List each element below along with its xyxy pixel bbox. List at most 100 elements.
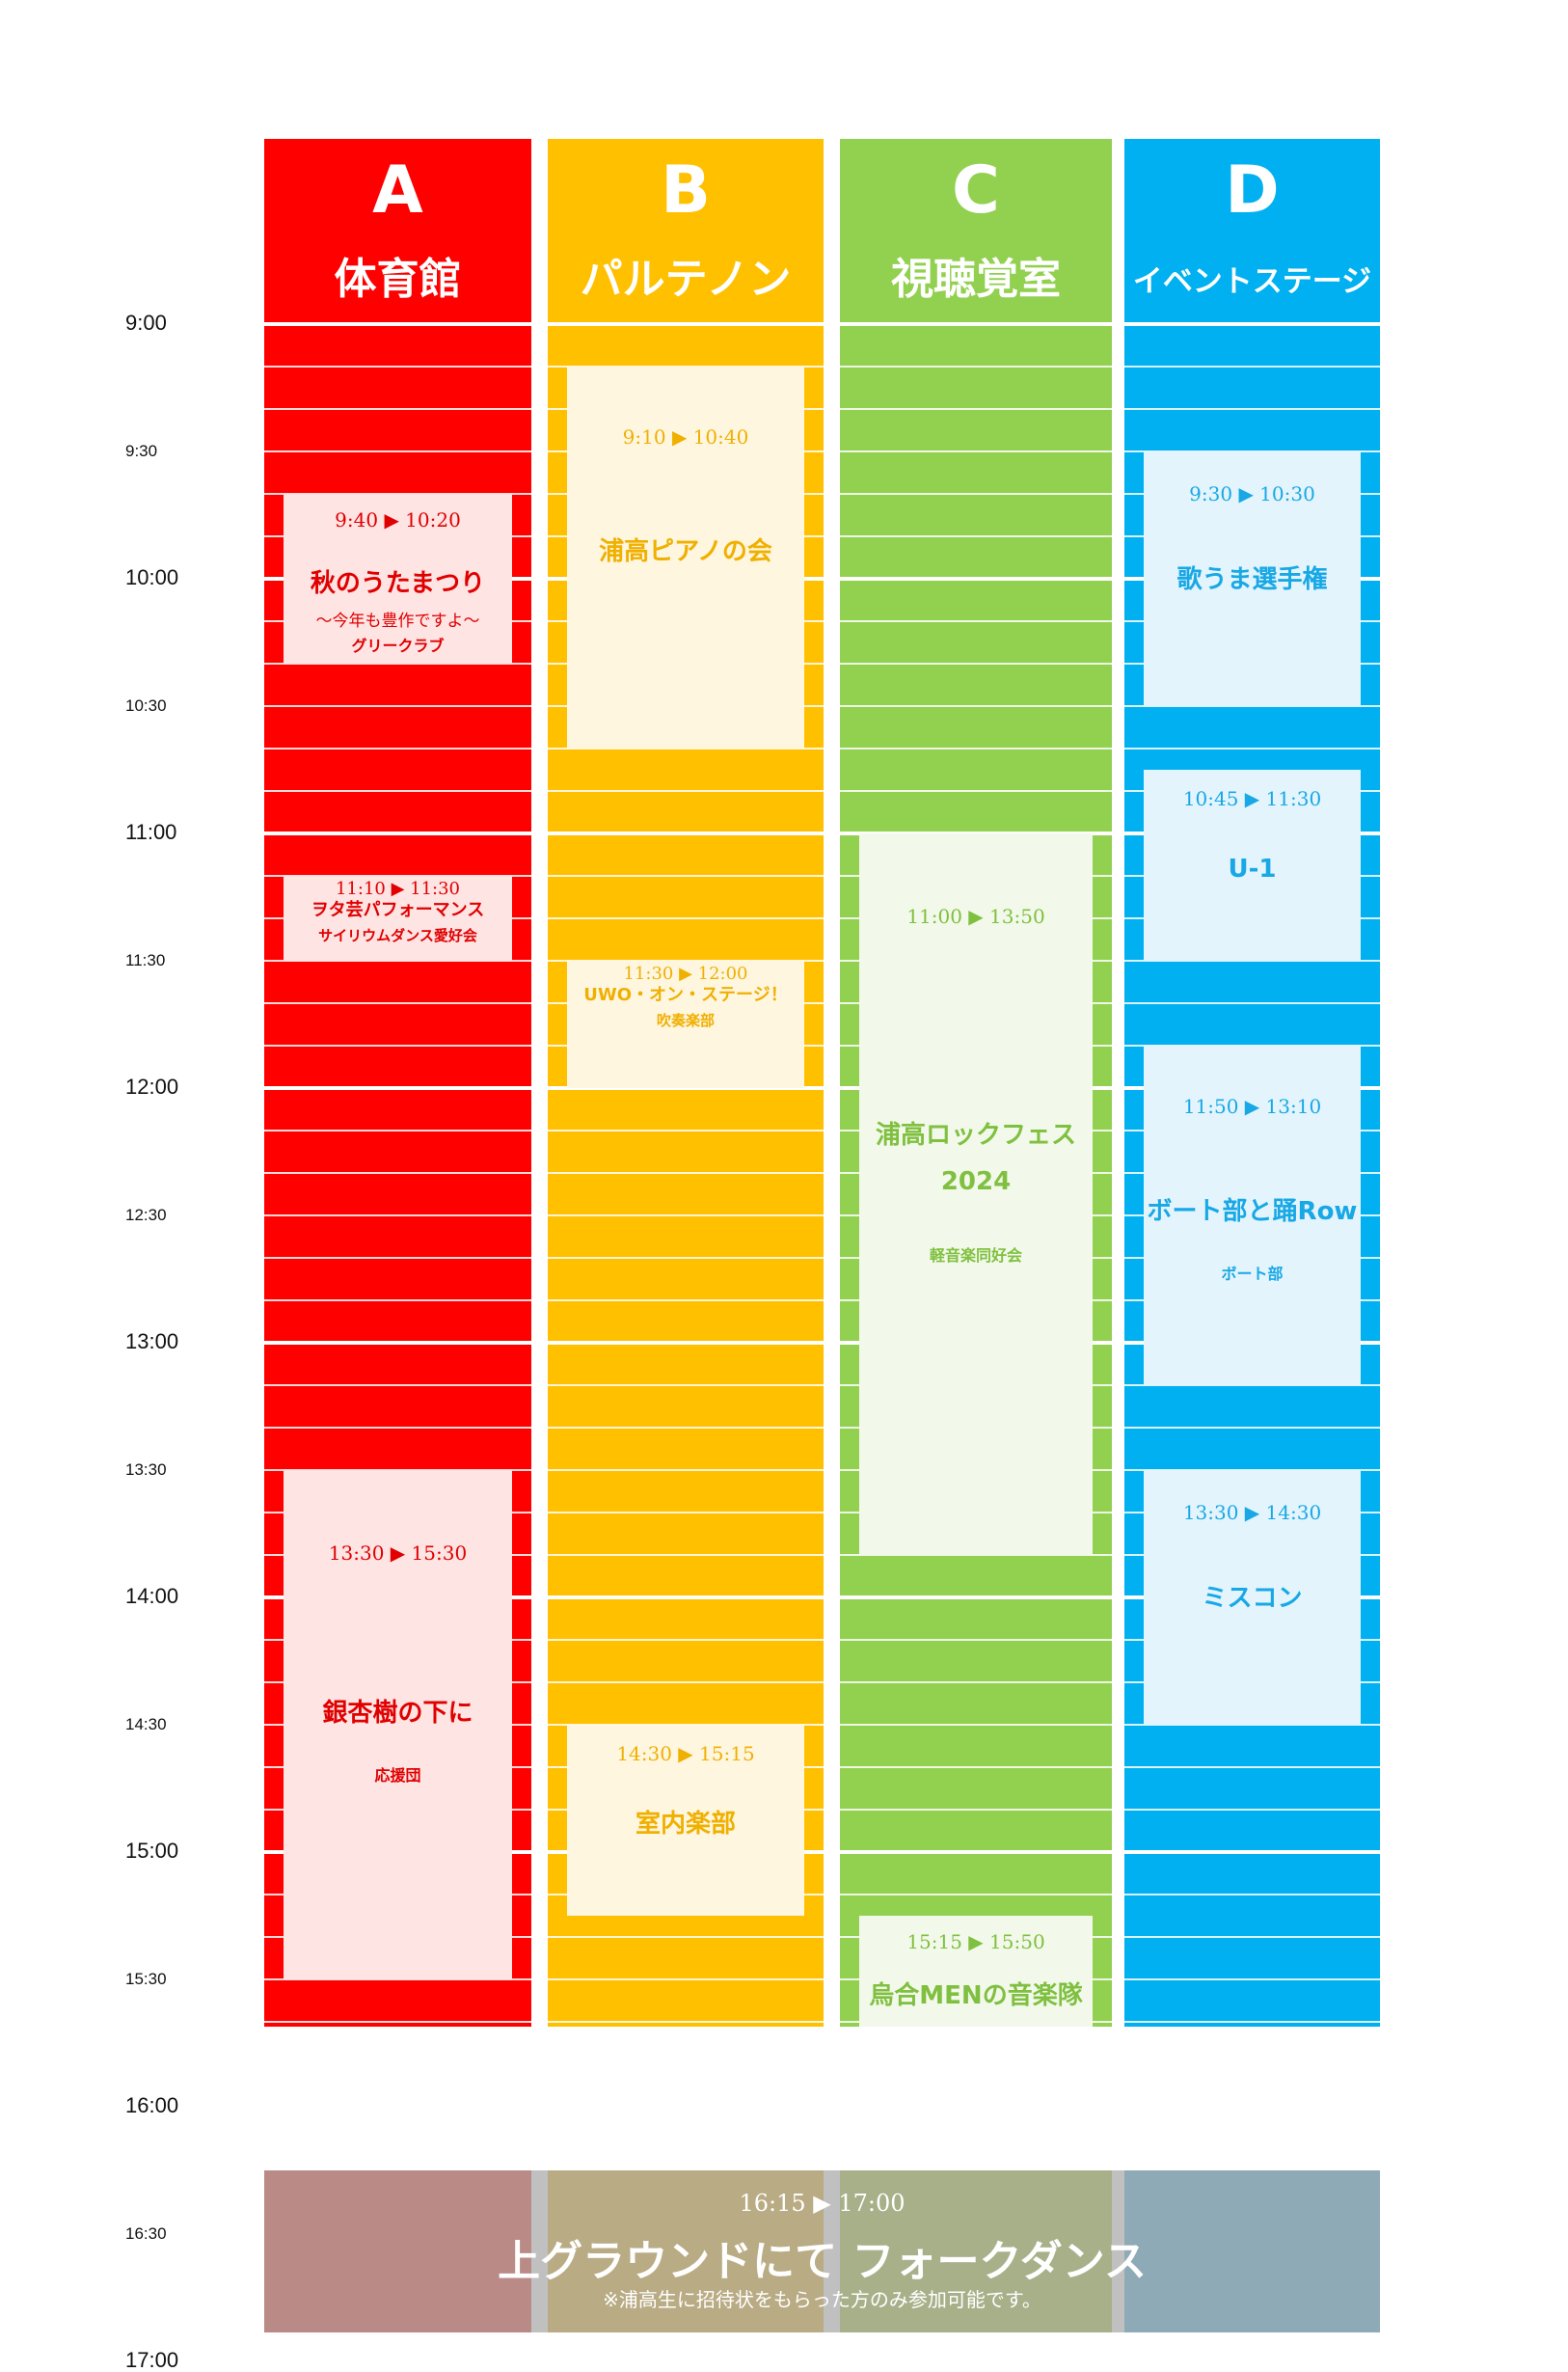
venue-header: A 体育館	[264, 139, 531, 323]
event-title: 歌うま選手権	[1176, 564, 1328, 594]
grid-line	[548, 1341, 824, 1345]
grid-line	[1124, 960, 1380, 962]
grid-line	[1124, 1724, 1380, 1726]
grid-line	[548, 790, 824, 792]
grid-line	[264, 1045, 531, 1047]
grid-line	[840, 1766, 1112, 1768]
event-time: 10:45 ▶ 11:30	[1182, 786, 1322, 810]
time-label: 12:30	[125, 1206, 167, 1224]
event-time: 15:15 ▶ 15:50	[906, 1930, 1045, 1953]
event-title: 烏合MENの音楽隊	[869, 1981, 1083, 2011]
grid-line	[264, 1427, 531, 1429]
grid-line	[548, 1427, 824, 1429]
venue-column-d: D イベントステージ 9:30 ▶ 10:30 歌うま選手権 10:45 ▶ 11:30…	[1124, 139, 1380, 2027]
event-block[interactable]: 9:40 ▶ 10:20 秋のうたまつり ～今年も豊作ですよ～ グリークラブ	[284, 494, 512, 664]
time-label: 16:30	[125, 2224, 167, 2243]
event-block[interactable]: 14:30 ▶ 15:15 室内楽部	[567, 1725, 804, 1916]
grid-line	[264, 1002, 531, 1004]
grid-line	[1124, 1809, 1380, 1811]
event-title: 秋のうたまつり	[310, 569, 486, 599]
event-organizer: サイリウムダンス愛好会	[318, 927, 477, 944]
venue-column-c: C 視聴覚室 11:00 ▶ 13:50 浦高ロックフェス 2024 軽音楽同好会 15:1…	[840, 139, 1112, 2027]
grid-line	[840, 408, 1112, 410]
event-block[interactable]: 11:00 ▶ 13:50 浦高ロックフェス 2024 軽音楽同好会	[859, 833, 1093, 1555]
event-title: ボート部と踊Row	[1147, 1197, 1358, 1227]
finale-note: ※浦高生に招待状をもらった方のみ参加可能です。	[603, 2288, 1041, 2311]
grid-line	[1124, 408, 1380, 410]
grid-line	[1124, 322, 1380, 326]
time-label: 13:30	[125, 1460, 167, 1479]
venue-header: B パルテノン	[548, 139, 824, 323]
grid-line	[840, 1809, 1112, 1811]
event-title: 室内楽部	[635, 1810, 736, 1840]
finale-time: 16:15 ▶ 17:00	[739, 2190, 906, 2217]
grid-line	[548, 748, 824, 750]
event-time: 11:00 ▶ 13:50	[906, 905, 1045, 928]
grid-line	[264, 408, 531, 410]
venue-name: パルテノン	[580, 255, 792, 304]
grid-line	[840, 322, 1112, 326]
grid-line	[1124, 748, 1380, 750]
event-block[interactable]: 10:45 ▶ 11:30 U-1	[1144, 770, 1361, 961]
event-title: 浦高ロックフェス	[875, 1121, 1076, 1151]
grid-line	[548, 1469, 824, 1471]
grid-line	[840, 366, 1112, 368]
grid-line	[840, 1894, 1112, 1895]
grid-line	[264, 832, 531, 835]
event-title: ミスコン	[1202, 1583, 1303, 1613]
grid-line	[548, 1299, 824, 1301]
grid-line	[264, 366, 531, 368]
grid-line	[840, 620, 1112, 622]
finale-banner: 16:15 ▶ 17:00 上グラウンドにて フォークダンス ※浦高生に招待状を…	[264, 2170, 1380, 2332]
venue-letter: A	[372, 152, 423, 229]
grid-line	[264, 1214, 531, 1216]
grid-line	[1124, 1766, 1380, 1768]
grid-line	[548, 2021, 824, 2023]
time-label: 15:30	[125, 1970, 167, 1988]
venue-header: D イベントステージ	[1124, 139, 1380, 323]
grid-line	[548, 1936, 824, 1938]
grid-line	[264, 748, 531, 750]
event-title-line2: 2024	[940, 1167, 1012, 1197]
time-label: 9:00	[125, 311, 167, 335]
event-timetable: 9:00 9:30 10:00 10:30 11:00 11:30 12:00 12:30 13…	[125, 139, 1380, 2371]
venue-column-b: B パルテノン 9:10 ▶ 10:40 浦高ピアノの会 11:30 ▶ 12:00 UW…	[548, 139, 824, 2027]
time-label: 12:00	[125, 1075, 179, 1099]
grid-line	[1124, 1894, 1380, 1895]
time-label: 17:00	[125, 2348, 179, 2372]
grid-line	[548, 875, 824, 877]
time-label: 16:00	[125, 2093, 179, 2117]
grid-line	[264, 1384, 531, 1386]
grid-line	[840, 663, 1112, 665]
event-time: 11:30 ▶ 12:00	[623, 964, 748, 984]
venue-name: イベントステージ	[1132, 264, 1372, 299]
venue-letter: C	[952, 152, 1000, 229]
grid-line	[548, 1639, 824, 1641]
venue-column-a: A 体育館 9:40 ▶ 10:20 秋のうたまつり ～今年も豊作ですよ～ グリークラブ 1…	[264, 139, 531, 2027]
finale-title: 上グラウンドにて フォークダンス	[498, 2237, 1147, 2286]
grid-line	[840, 1850, 1112, 1854]
event-block[interactable]: 9:10 ▶ 10:40 浦高ピアノの会	[567, 367, 804, 749]
grid-line	[548, 1384, 824, 1386]
event-block[interactable]: 11:30 ▶ 12:00 UWO・オン・ステージ！ 吹奏楽部	[567, 961, 804, 1088]
grid-line	[264, 1341, 531, 1345]
grid-line	[840, 493, 1112, 495]
event-block[interactable]: 9:30 ▶ 10:30 歌うま選手権	[1144, 451, 1361, 706]
grid-line	[840, 577, 1112, 581]
venue-letter: D	[1225, 152, 1280, 229]
event-time: 14:30 ▶ 15:15	[616, 1741, 755, 1765]
grid-line	[548, 1086, 824, 1090]
grid-line	[548, 832, 824, 835]
time-label: 13:00	[125, 1329, 179, 1353]
grid-line	[264, 790, 531, 792]
event-block[interactable]: 13:30 ▶ 15:30 銀杏樹の下に 応援団	[284, 1470, 512, 1979]
event-block[interactable]: 11:50 ▶ 13:10 ボート部と踊Row ボート部	[1144, 1046, 1361, 1385]
event-time: 13:30 ▶ 14:30	[1182, 1501, 1322, 1525]
event-organizer: 応援団	[374, 1765, 421, 1785]
grid-line	[840, 790, 1112, 792]
grid-line	[840, 535, 1112, 537]
event-block[interactable]: 15:15 ▶ 15:50烏合MENの音楽隊吹奏楽部有志	[859, 1916, 1093, 2027]
time-label: 11:00	[125, 820, 177, 844]
event-block[interactable]: 11:10 ▶ 11:30 ヲタ芸パフォーマンス サイリウムダンス愛好会	[284, 876, 512, 961]
event-block[interactable]: 13:30 ▶ 14:30 ミスコン	[1144, 1470, 1361, 1725]
